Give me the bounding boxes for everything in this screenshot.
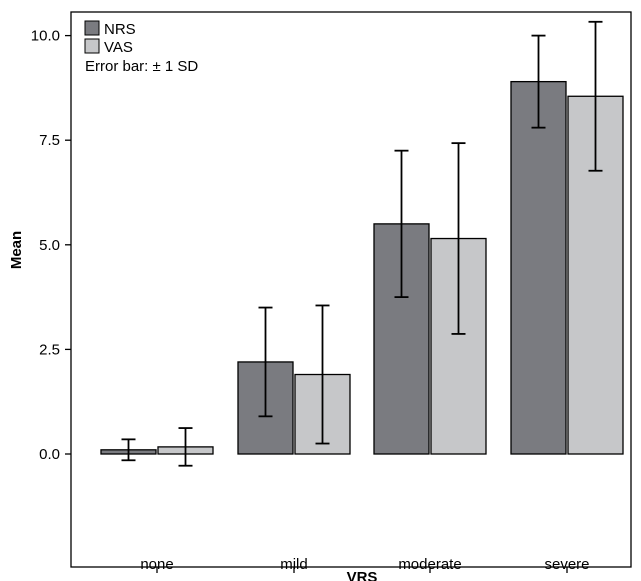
legend-swatch-vas — [84, 38, 100, 54]
error-bar-nrs-mild — [258, 306, 273, 418]
bar-nrs-severe — [510, 80, 567, 455]
error-bar-nrs-none — [121, 438, 136, 462]
legend-label-vas: VAS — [104, 39, 133, 56]
y-tick-label: 2.5 — [39, 341, 60, 358]
error-bar-vas-moderate — [451, 142, 466, 335]
error-bar-vas-none — [178, 427, 193, 467]
x-tick-label-severe: severe — [544, 556, 589, 573]
y-tick-label: 5.0 — [39, 237, 60, 254]
x-axis: none mild moderate severe — [140, 556, 590, 573]
legend: NRS VAS Error bar: ± 1 SD — [84, 20, 198, 75]
legend-label-nrs: NRS — [104, 21, 136, 38]
y-tick-label: 7.5 — [39, 132, 60, 149]
x-tick-label-mild: mild — [280, 556, 308, 573]
error-bar-nrs-moderate — [394, 149, 409, 299]
y-axis-title: Mean — [8, 231, 25, 269]
error-bar-vas-mild — [315, 304, 330, 445]
y-tick-label: 10.0 — [31, 28, 60, 45]
error-bars-group — [121, 20, 603, 467]
x-tick-label-moderate: moderate — [398, 556, 461, 573]
error-bar-nrs-severe — [531, 34, 546, 129]
error-bar-vas-severe — [588, 20, 603, 172]
x-axis-title: VRS — [347, 569, 378, 581]
error-bar-note: Error bar: ± 1 SD — [85, 58, 198, 75]
legend-swatch-nrs — [84, 20, 100, 36]
x-tick-label-none: none — [140, 556, 173, 573]
y-tick-label: 0.0 — [39, 446, 60, 463]
y-axis: 0.0 2.5 5.0 7.5 10.0 — [31, 28, 71, 463]
